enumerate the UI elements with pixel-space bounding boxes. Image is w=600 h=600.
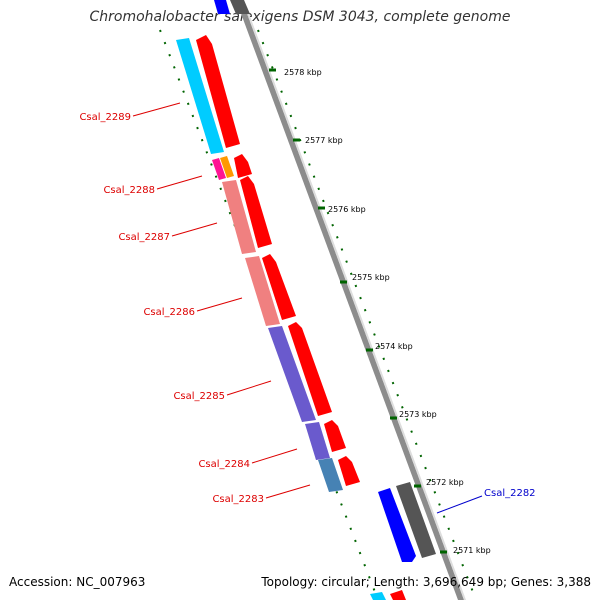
connector-Csal_2284	[251, 448, 298, 464]
feature-Csal_2287	[222, 180, 256, 254]
connector-Csal_2287	[171, 222, 218, 237]
tick-label-2575: 2575 kbp	[352, 273, 390, 282]
top-partial-feature-gray	[230, 0, 250, 14]
cds-Csal_2283	[338, 456, 360, 486]
connector-Csal_2289	[132, 102, 181, 117]
tick-2572: 2572 kbp	[414, 478, 464, 488]
tick-label-2577: 2577 kbp	[305, 136, 343, 145]
cds-Csal_2287	[240, 176, 272, 248]
gene-label-Csal_2285[interactable]: Csal_2285	[173, 391, 225, 402]
bottom-partial-feature-cyan	[370, 592, 386, 600]
cds-Csal_2286	[262, 254, 296, 320]
gene-label-Csal_2287[interactable]: Csal_2287	[118, 232, 170, 243]
gene-label-Csal_2283[interactable]: Csal_2283	[212, 494, 264, 505]
backbone-highlight	[242, 0, 466, 600]
inner-guide-line	[159, 29, 379, 600]
gene-label-Csal_2286[interactable]: Csal_2286	[143, 307, 195, 318]
cds-Csal_2288	[234, 154, 252, 178]
tick-2578: 2578 kbp	[269, 68, 322, 77]
topology-text: Topology: circular; Length: 3,696,649 bp…	[261, 575, 591, 589]
tick-label-2576: 2576 kbp	[328, 205, 366, 214]
tick-2575: 2575 kbp	[340, 273, 390, 284]
bottom-partial-feature-red	[390, 590, 406, 600]
tick-2576: 2576 kbp	[318, 205, 366, 214]
connector-Csal_2283	[265, 484, 311, 499]
feature-Csal_2288-b	[220, 156, 234, 178]
tick-2574: 2574 kbp	[366, 342, 413, 352]
outer-guide-line	[257, 29, 477, 600]
feature-Csal_2285	[268, 326, 316, 422]
tick-label-2573: 2573 kbp	[399, 410, 437, 419]
gene-label-Csal_2289[interactable]: Csal_2289	[79, 112, 131, 123]
tick-2577: 2577 kbp	[293, 136, 343, 145]
tick-label-2578: 2578 kbp	[284, 68, 322, 77]
feature-Csal_2284	[305, 422, 330, 460]
feature-Csal_2283	[318, 458, 343, 492]
accession-text: Accession: NC_007963	[9, 575, 146, 589]
map-title: Chromohalobacter salexigens DSM 3043, co…	[89, 9, 511, 25]
genome-backbone	[236, 0, 464, 600]
feature-Csal_2288-a	[212, 158, 226, 180]
feature-Csal_2289	[176, 38, 224, 154]
gene-label-Csal_2284[interactable]: Csal_2284	[198, 459, 250, 470]
feature-Csal_2282	[378, 488, 416, 562]
gene-label-Csal_2288[interactable]: Csal_2288	[103, 185, 155, 196]
tick-2573: 2573 kbp	[390, 410, 437, 420]
cds-Csal_2289	[196, 35, 240, 148]
tick-label-2574: 2574 kbp	[375, 342, 413, 351]
tick-label-2572: 2572 kbp	[426, 478, 464, 487]
connector-Csal_2285	[226, 380, 272, 396]
cds-Csal_2284	[324, 420, 346, 452]
tick-2571: 2571 kbp	[440, 546, 491, 555]
connector-Csal_2288	[156, 175, 203, 190]
gene-label-Csal_2282[interactable]: Csal_2282	[484, 488, 536, 499]
top-partial-feature-blue	[214, 0, 230, 14]
connector-Csal_2282	[436, 495, 483, 514]
connector-Csal_2286	[196, 297, 243, 312]
tick-label-2571: 2571 kbp	[453, 546, 491, 555]
feature-Csal_2286	[245, 256, 280, 326]
feature-Csal_2282-gray	[396, 482, 436, 558]
cds-Csal_2285	[288, 322, 332, 416]
